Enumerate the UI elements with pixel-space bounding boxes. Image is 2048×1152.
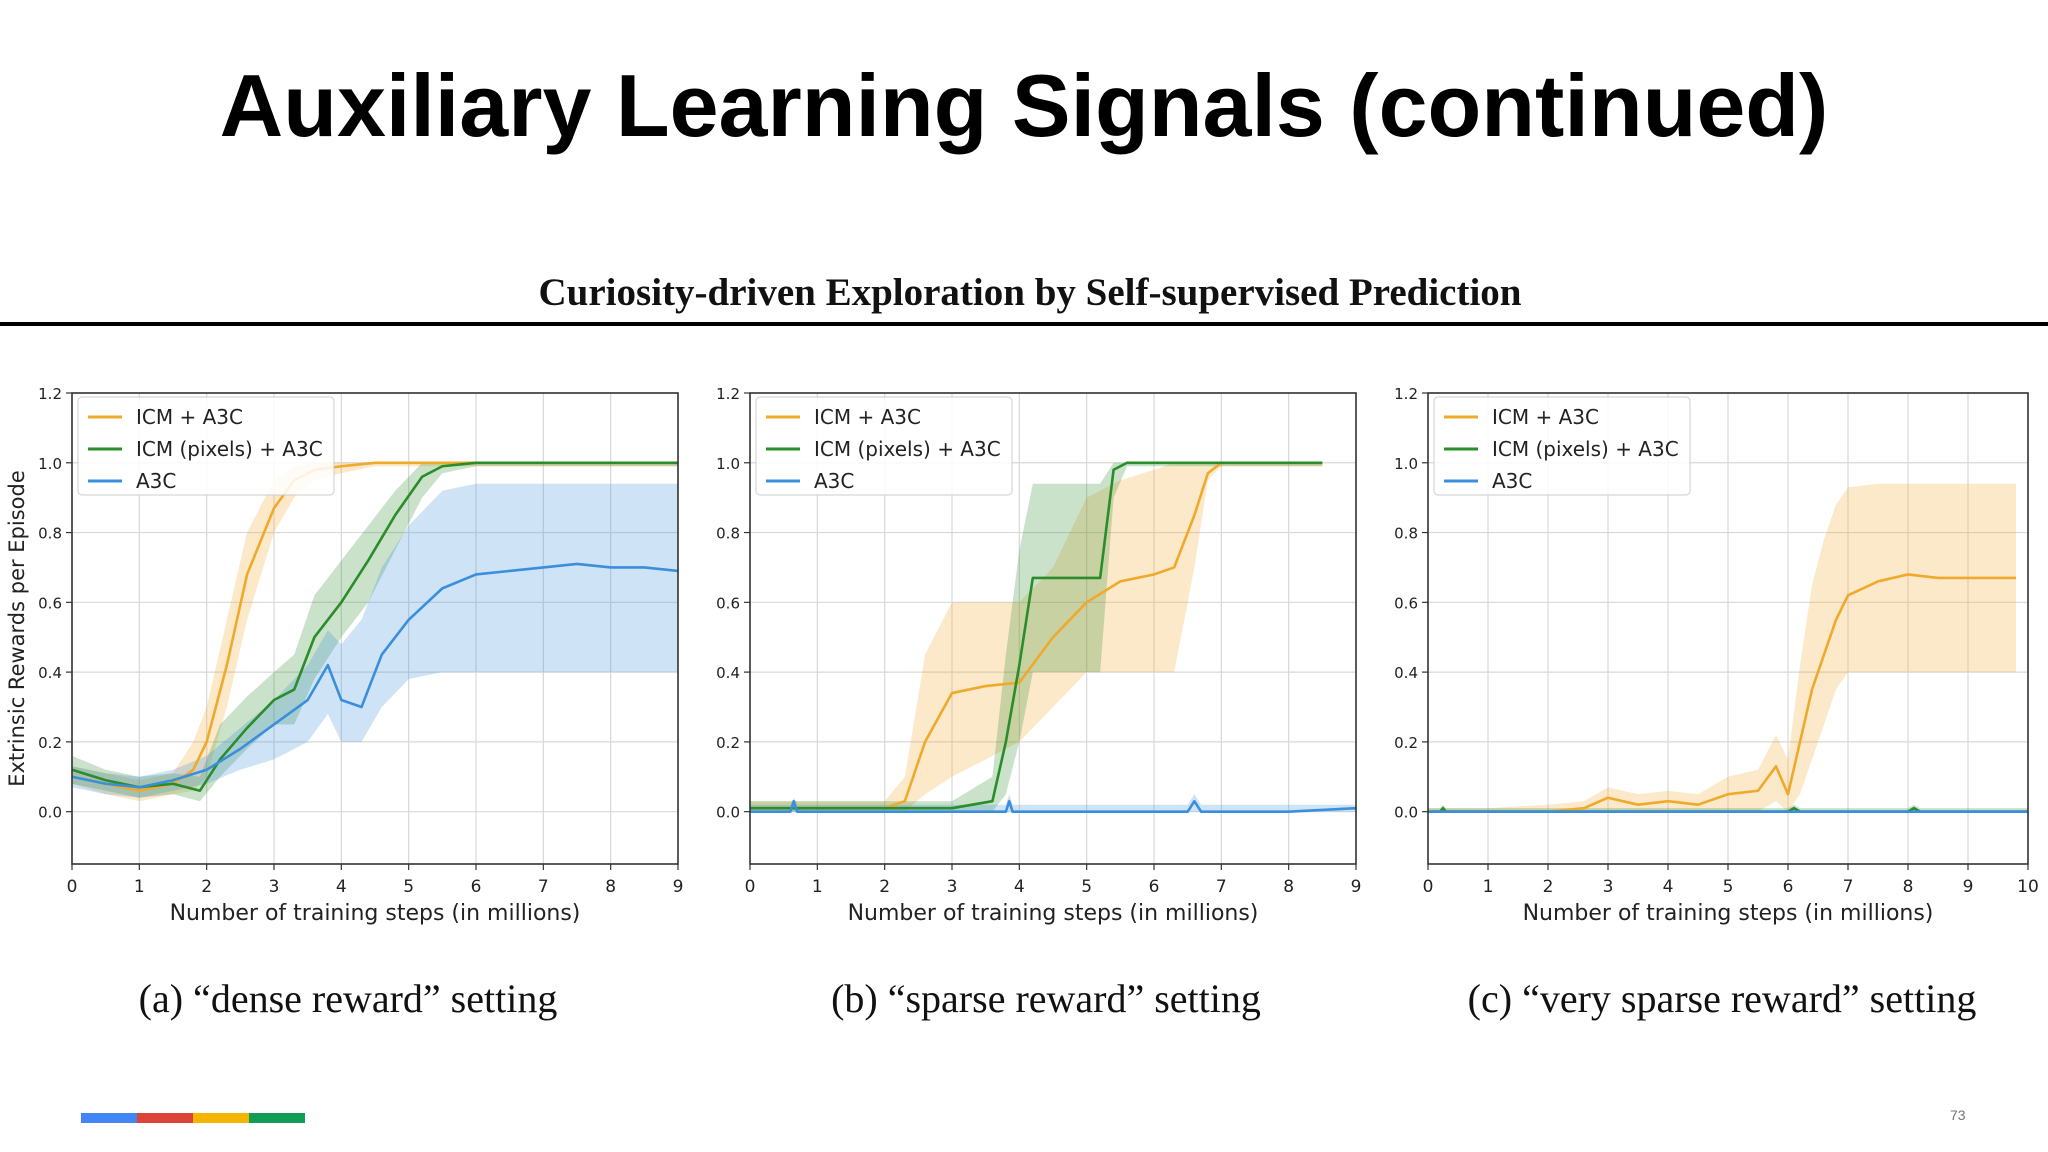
x-tick-label: 3 bbox=[947, 877, 958, 897]
x-axis-label: Number of training steps (in millions) bbox=[170, 901, 581, 926]
x-tick-label: 2 bbox=[879, 877, 890, 897]
y-tick-label: 0.2 bbox=[38, 734, 62, 752]
legend-label: ICM (pixels) + A3C bbox=[1492, 437, 1679, 461]
y-tick-label: 0.4 bbox=[716, 664, 740, 682]
x-tick-label: 6 bbox=[471, 877, 482, 897]
y-tick-label: 0.8 bbox=[1394, 525, 1418, 543]
y-tick-label: 0.4 bbox=[1394, 664, 1418, 682]
x-tick-label: 1 bbox=[1483, 877, 1494, 897]
y-tick-label: 1.2 bbox=[1394, 385, 1418, 403]
y-tick-label: 0.8 bbox=[38, 525, 62, 543]
x-tick-label: 5 bbox=[1723, 877, 1734, 897]
x-tick-label: 1 bbox=[134, 877, 145, 897]
series-line-1 bbox=[1428, 806, 2028, 813]
x-tick-label: 5 bbox=[1081, 877, 1092, 897]
caption-b: (b) “sparse reward” setting bbox=[831, 976, 1261, 1021]
legend-label: A3C bbox=[814, 469, 854, 493]
x-tick-label: 9 bbox=[1351, 877, 1362, 897]
series-line-0 bbox=[1428, 573, 2016, 813]
y-tick-label: 0.6 bbox=[38, 594, 62, 612]
x-tick-label: 7 bbox=[1216, 877, 1227, 897]
slide-title: Auxiliary Learning Signals (continued) bbox=[219, 56, 1829, 155]
y-tick-label: 0.8 bbox=[716, 525, 740, 543]
x-tick-label: 9 bbox=[673, 877, 684, 897]
x-axis-label: Number of training steps (in millions) bbox=[1523, 901, 1934, 926]
x-tick-label: 8 bbox=[1903, 877, 1914, 897]
brand-bar-blue bbox=[81, 1113, 137, 1123]
plot-frame bbox=[749, 392, 1357, 865]
x-tick-label: 1 bbox=[812, 877, 823, 897]
y-tick-label: 0.0 bbox=[1394, 804, 1418, 822]
paper-title: Curiosity-driven Exploration by Self-sup… bbox=[538, 271, 1522, 314]
y-tick-label: 0.0 bbox=[38, 804, 62, 822]
chart-b: 0 1 2 3 4 5 6 7 8 9 0.0 0.2 0.4 0.6 0.8 1.0 1.2 Number of… bbox=[716, 385, 1361, 926]
series-line-2 bbox=[71, 562, 679, 789]
y-tick-label: 1.2 bbox=[716, 385, 740, 403]
y-tick-label: 1.0 bbox=[38, 455, 62, 473]
legend-box bbox=[1433, 396, 1691, 496]
legend-box bbox=[755, 396, 1013, 496]
legend-label: A3C bbox=[1492, 469, 1532, 493]
y-axis-label: Extrinsic Rewards per Episode bbox=[5, 470, 29, 787]
x-tick-label: 2 bbox=[201, 877, 212, 897]
legend-label: ICM (pixels) + A3C bbox=[814, 437, 1001, 461]
legend-label: ICM (pixels) + A3C bbox=[136, 437, 323, 461]
chart-c: 0 1 2 3 4 5 6 7 8 9 10 0.0 0.2 0.4 0.6 0.8 1.0 1.2 Number … bbox=[1394, 385, 2039, 926]
series-line-1 bbox=[750, 461, 1323, 810]
legend-box bbox=[77, 396, 335, 496]
series-band-2 bbox=[72, 483, 678, 798]
legend-label: ICM + A3C bbox=[814, 405, 921, 429]
series-line-2 bbox=[750, 799, 1357, 813]
plot-frame bbox=[71, 392, 679, 865]
x-tick-label: 3 bbox=[1603, 877, 1614, 897]
y-tick-label: 0.0 bbox=[716, 804, 740, 822]
page-number: 73 bbox=[1950, 1107, 1966, 1123]
x-tick-label: 10 bbox=[2017, 877, 2039, 897]
x-tick-label: 4 bbox=[1014, 877, 1025, 897]
y-tick-label: 0.6 bbox=[1394, 594, 1418, 612]
x-tick-label: 4 bbox=[336, 877, 347, 897]
title-rule bbox=[0, 322, 2048, 326]
series-line-0 bbox=[750, 461, 1323, 810]
x-tick-label: 0 bbox=[1423, 877, 1434, 897]
x-tick-label: 8 bbox=[605, 877, 616, 897]
x-tick-label: 4 bbox=[1663, 877, 1674, 897]
x-tick-label: 8 bbox=[1283, 877, 1294, 897]
x-tick-label: 7 bbox=[1843, 877, 1854, 897]
x-tick-label: 2 bbox=[1543, 877, 1554, 897]
x-tick-label: 5 bbox=[403, 877, 414, 897]
y-tick-label: 1.2 bbox=[38, 385, 62, 403]
y-tick-label: 0.4 bbox=[38, 664, 62, 682]
y-tick-label: 1.0 bbox=[1394, 455, 1418, 473]
x-tick-label: 6 bbox=[1149, 877, 1160, 897]
caption-c: (c) “very sparse reward” setting bbox=[1467, 976, 1977, 1021]
brand-bar-red bbox=[137, 1113, 193, 1123]
x-tick-label: 0 bbox=[745, 877, 756, 897]
brand-bar-green bbox=[249, 1113, 305, 1123]
y-tick-label: 0.6 bbox=[716, 594, 740, 612]
x-tick-label: 7 bbox=[538, 877, 549, 897]
caption-a: (a) “dense reward” setting bbox=[138, 976, 558, 1021]
series-band-0 bbox=[72, 462, 678, 802]
x-tick-label: 6 bbox=[1783, 877, 1794, 897]
y-tick-label: 0.2 bbox=[1394, 734, 1418, 752]
series-band-0 bbox=[1428, 483, 2016, 812]
x-tick-label: 0 bbox=[67, 877, 78, 897]
legend-label: ICM + A3C bbox=[1492, 405, 1599, 429]
x-axis-label: Number of training steps (in millions) bbox=[848, 901, 1259, 926]
y-tick-label: 0.2 bbox=[716, 734, 740, 752]
x-tick-label: 3 bbox=[269, 877, 280, 897]
legend-label: ICM + A3C bbox=[136, 405, 243, 429]
y-tick-label: 1.0 bbox=[716, 455, 740, 473]
series-band-0 bbox=[750, 462, 1323, 812]
series-band-1 bbox=[750, 462, 1323, 812]
x-tick-label: 9 bbox=[1963, 877, 1974, 897]
chart-a: 0 1 2 3 4 5 6 7 8 9 0.0 0.2 0.4 0.6 0.8 1.0 1.2 Number of… bbox=[5, 385, 683, 926]
legend-label: A3C bbox=[136, 469, 176, 493]
brand-color-bar bbox=[81, 1113, 305, 1123]
series-line-1 bbox=[71, 461, 678, 793]
brand-bar-yellow bbox=[193, 1113, 249, 1123]
series-band-1 bbox=[72, 462, 678, 802]
